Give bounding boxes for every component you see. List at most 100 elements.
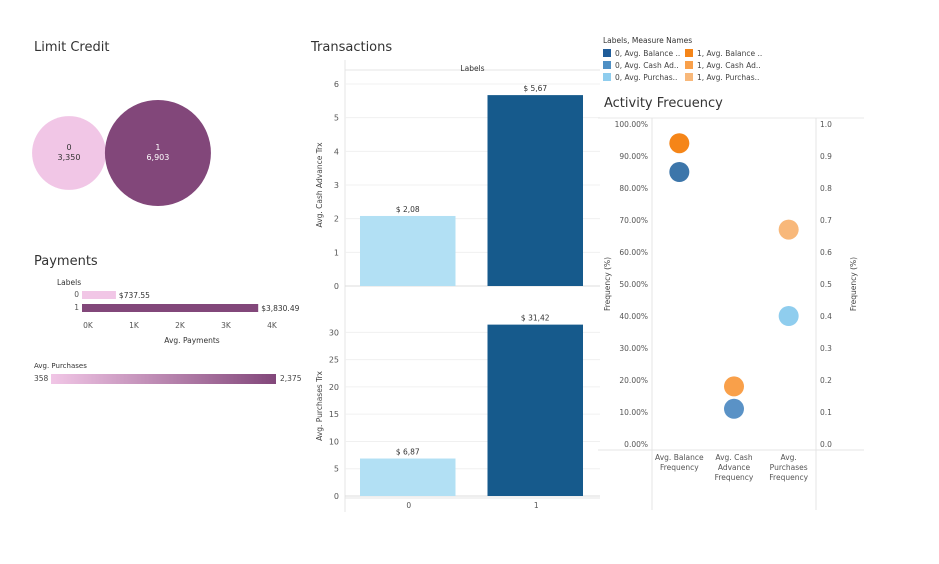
y-axis-label: Avg. Purchases Trx: [315, 371, 324, 441]
scatter-point: [778, 219, 799, 240]
y-tick-label: 0: [334, 492, 339, 501]
bar: [82, 291, 116, 299]
y-tick-label: 0.00%: [624, 440, 648, 449]
x-tick-label: 4K: [267, 321, 278, 330]
y-tick-label: 20: [329, 383, 339, 392]
y-tick-label: 5: [334, 465, 339, 474]
data-label: $737.55: [119, 291, 150, 300]
bubble-label: 0: [66, 143, 71, 152]
y-tick-label: 5: [334, 114, 339, 123]
y-tick-label: 0.7: [820, 216, 832, 225]
x-tick-label: 0: [406, 501, 411, 510]
x-tick-label: 3K: [221, 321, 232, 330]
x-tick-label: Advance: [718, 463, 751, 472]
x-tick-label: Avg. Balance: [655, 453, 704, 462]
y-tick-label: 0.4: [820, 312, 832, 321]
y-tick-label: 80.00%: [619, 184, 648, 193]
y-tick-label: 15: [329, 410, 339, 419]
legend-item-label: 1, Avg. Cash Ad..: [697, 60, 761, 70]
x-tick-label: 2K: [175, 321, 186, 330]
bar: [487, 324, 583, 496]
legend-item-label: 1, Avg. Purchas..: [697, 72, 760, 82]
avg-purchases-legend-title: Avg. Purchases: [34, 362, 87, 370]
y-tick-label: 0.8: [820, 184, 832, 193]
y-tick-label: 3: [334, 181, 339, 190]
x-tick-label: Frequency: [769, 473, 808, 482]
legend-swatch: [603, 49, 611, 57]
x-tick-label: Purchases: [770, 463, 808, 472]
scatter-point: [669, 133, 690, 154]
legend-swatch: [603, 61, 611, 69]
row-header: Labels: [57, 278, 81, 287]
data-label: $ 2,08: [396, 205, 420, 214]
bar: [360, 215, 456, 286]
activity-chart: 0.00% 10.00% 20.00% 30.00% 40.00% 50.00% 60.00…: [598, 117, 864, 510]
payments-chart: Labels 0 $737.55 1 $3,830.49 0K 1K 2K 3K 4K Avg. P…: [57, 278, 300, 345]
y-tick-label: 0.1: [820, 408, 832, 417]
color-gradient-bar: [51, 374, 276, 384]
bubble: [32, 116, 106, 190]
row-label: 0: [74, 290, 79, 299]
y-tick-label: 60.00%: [619, 248, 648, 257]
legend-item[interactable]: 1, Avg. Purchas..: [685, 71, 775, 83]
y-tick-label: 1.0: [820, 120, 832, 129]
data-label: $3,830.49: [261, 304, 299, 313]
header-label: Labels: [460, 64, 484, 73]
x-tick-label: Frequency: [715, 473, 754, 482]
legend-item-label: 0, Avg. Cash Ad..: [615, 60, 679, 70]
transactions-chart: Labels 0 1 2 3 4 5 6 Avg. Cash Advance Trx $ 2,08…: [315, 60, 600, 512]
y-tick-label: 10: [329, 437, 339, 446]
y-tick-label: 50.00%: [619, 280, 648, 289]
limit-credit-chart: 03,350 16,903: [32, 100, 211, 206]
row-label: 1: [74, 303, 79, 312]
data-label: $ 5,67: [523, 84, 547, 93]
bar: [82, 304, 259, 312]
y-tick-label: 0.2: [820, 376, 832, 385]
y-tick-label: 2: [334, 215, 339, 224]
legend-swatch: [685, 73, 693, 81]
y-tick-label: 0.9: [820, 152, 832, 161]
y-tick-label: 90.00%: [619, 152, 648, 161]
y-tick-label: 40.00%: [619, 312, 648, 321]
scatter-point: [778, 306, 799, 326]
x-tick-label: Avg. Cash: [715, 453, 752, 462]
legend-item-label: 0, Avg. Balance ..: [615, 48, 681, 58]
legend-item[interactable]: 0, Avg. Purchas..: [603, 71, 685, 83]
legend-swatch: [685, 61, 693, 69]
bar: [487, 95, 583, 286]
bubble-value: 3,350: [58, 153, 81, 162]
y-tick-label: 1: [334, 248, 339, 257]
series-legend: Labels, Measure Names 0, Avg. Balance ..…: [603, 36, 775, 83]
legend-max-label: 2,375: [280, 374, 302, 383]
legend-item[interactable]: 1, Avg. Balance ..: [685, 47, 775, 59]
transactions-title: Transactions: [311, 40, 393, 55]
y-axis-label-left: Frequency (%): [603, 257, 612, 311]
x-axis-label: Avg. Payments: [164, 336, 219, 345]
x-tick-label: 1K: [129, 321, 140, 330]
y-tick-label: 30: [329, 328, 339, 337]
bubble: [104, 100, 211, 206]
legend-item[interactable]: 0, Avg. Cash Ad..: [603, 59, 685, 71]
legend-item[interactable]: 1, Avg. Cash Ad..: [685, 59, 775, 71]
y-tick-label: 0.5: [820, 280, 832, 289]
y-tick-label: 0.3: [820, 344, 832, 353]
bubble-label: 1: [155, 143, 160, 152]
legend-title: Labels, Measure Names: [603, 36, 693, 45]
y-tick-label: 0.0: [820, 440, 832, 449]
legend-item[interactable]: 0, Avg. Balance ..: [603, 47, 685, 59]
y-tick-label: 0.6: [820, 248, 832, 257]
x-tick-label: 1: [534, 501, 539, 510]
data-label: $ 6,87: [396, 448, 420, 457]
y-tick-label: 25: [329, 356, 339, 365]
y-axis-label-right: Frequency (%): [849, 257, 858, 311]
x-tick-label: Frequency: [660, 463, 699, 472]
y-tick-label: 30.00%: [619, 344, 648, 353]
y-tick-label: 6: [334, 80, 339, 89]
legend-min-label: 358: [34, 374, 49, 383]
legend-item-label: 1, Avg. Balance ..: [697, 48, 763, 58]
payments-title: Payments: [34, 254, 98, 269]
scatter-point: [724, 376, 744, 397]
y-tick-label: 100.00%: [615, 120, 648, 129]
scatter-point: [669, 162, 690, 182]
legend-swatch: [685, 49, 693, 57]
